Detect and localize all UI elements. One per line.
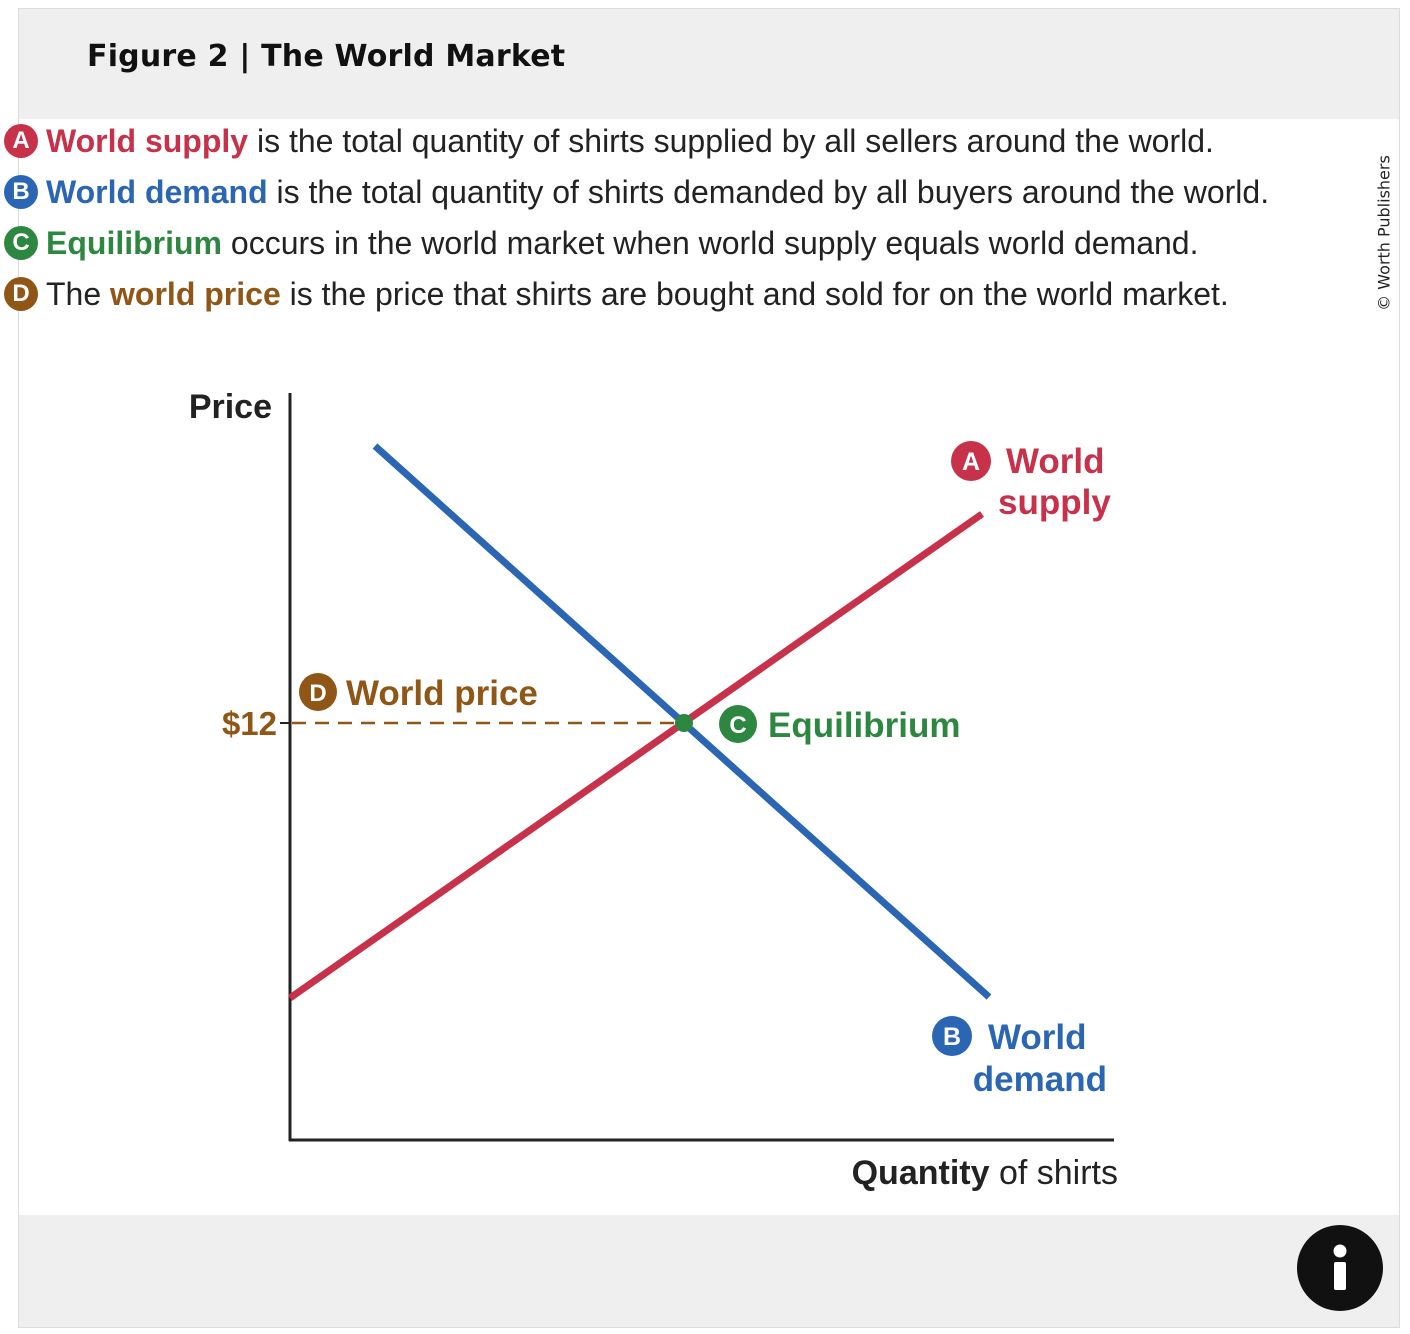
x-axis-label: Quantity of shirts xyxy=(852,1154,1118,1192)
legend-text: is the total quantity of shirts supplied… xyxy=(248,123,1214,159)
badge-a-letter: A xyxy=(962,448,980,476)
badge-d-letter: D xyxy=(309,680,326,707)
equilibrium-point xyxy=(675,714,693,732)
legend-item-equilibrium: C Equilibrium occurs in the world market … xyxy=(4,218,1269,269)
info-button[interactable] xyxy=(1297,1225,1383,1311)
badge-b: B xyxy=(4,174,38,209)
legend-keyword: World supply xyxy=(46,123,249,159)
legend-item-world-demand: B World demand is the total quantity of s… xyxy=(4,167,1269,218)
badge-c-chart xyxy=(719,705,757,743)
price-tick-label: $12 xyxy=(222,705,277,742)
world-demand-label-line2: demand xyxy=(973,1060,1107,1099)
world-supply-label-line1: World xyxy=(1006,442,1105,481)
world-supply-label-line2: supply xyxy=(998,483,1111,522)
world-price-label: World price xyxy=(346,674,538,713)
equilibrium-label: Equilibrium xyxy=(768,706,961,745)
legend-text: is the price that shirts are bought and … xyxy=(280,276,1229,312)
figure-header: Figure 2 | The World Market xyxy=(19,9,1399,119)
legend-item-world-price: D The world price is the price that shirt… xyxy=(4,269,1269,320)
world-supply-curve xyxy=(287,511,985,1001)
badge-c: C xyxy=(4,225,38,260)
badge-a-chart xyxy=(951,441,991,481)
figure-footer xyxy=(19,1215,1399,1327)
figure-frame: Figure 2 | The World Market xyxy=(18,8,1400,1328)
legend-pre: The xyxy=(46,276,111,312)
legend-text: occurs in the world market when world su… xyxy=(222,225,1199,261)
legend: A World supply is the total quantity of s… xyxy=(4,116,1269,320)
legend-keyword: world price xyxy=(110,276,281,312)
badge-b-letter: B xyxy=(943,1023,961,1051)
y-axis-label: Price xyxy=(189,388,272,426)
badge-d: D xyxy=(4,276,38,311)
badge-c-letter: C xyxy=(729,712,746,739)
figure-title: Figure 2 | The World Market xyxy=(87,39,566,74)
x-axis-label-bold: Quantity xyxy=(852,1154,990,1192)
badge-a: A xyxy=(4,123,38,158)
x-axis-label-rest: of shirts xyxy=(990,1154,1118,1192)
badge-d-chart xyxy=(299,673,337,711)
legend-item-world-supply: A World supply is the total quantity of s… xyxy=(4,116,1269,167)
legend-keyword: World demand xyxy=(46,174,268,210)
info-icon xyxy=(1333,1244,1347,1290)
badge-b-chart xyxy=(932,1016,972,1056)
world-demand-label-line1: World xyxy=(988,1018,1087,1057)
legend-keyword: Equilibrium xyxy=(46,225,222,261)
legend-text: is the total quantity of shirts demanded… xyxy=(267,174,1270,210)
